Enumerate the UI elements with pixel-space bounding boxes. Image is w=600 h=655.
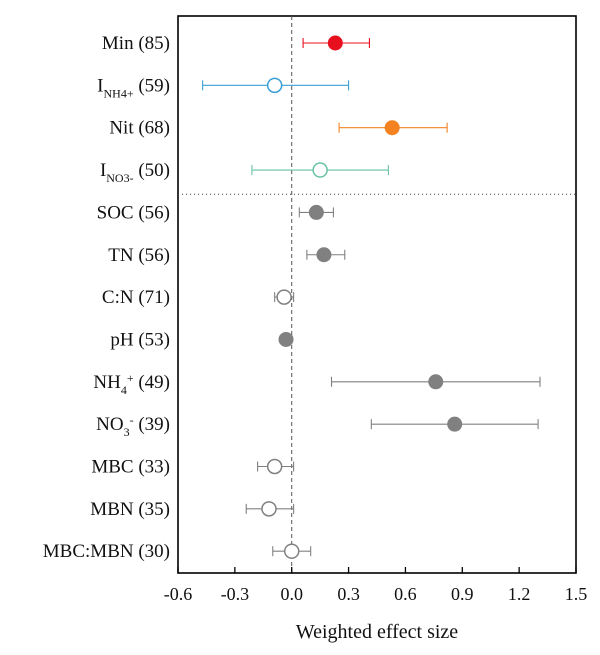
row-label: Min (85) <box>102 33 170 54</box>
row-label: INH4+ (59) <box>97 75 170 100</box>
effect-point <box>283 543 300 559</box>
effect-point <box>266 458 283 475</box>
effect-point <box>312 162 328 178</box>
row-label-main: Nit <box>109 118 134 139</box>
row-label-main: TN <box>108 245 134 266</box>
x-tick-label: 0.9 <box>451 584 474 604</box>
effect-point <box>384 120 400 136</box>
row-label-count: (68) <box>134 118 170 139</box>
row-label-main: C:N <box>102 287 134 308</box>
row-label-subscript: 3 <box>124 425 130 439</box>
row-label: TN (56) <box>108 245 170 266</box>
row-label-main: NH <box>93 372 121 393</box>
row-label-count: (59) <box>134 75 170 96</box>
row-labels: Min (85)INH4+ (59)Nit (68)INO3- (50)SOC … <box>43 33 170 562</box>
row-label-count: (56) <box>134 245 170 266</box>
effect-row <box>370 416 539 432</box>
x-tick-label: 0.6 <box>394 584 417 604</box>
data-rows <box>202 35 541 559</box>
row-label-subscript: 4 <box>121 383 127 397</box>
row-label: INO3- (50) <box>100 160 170 185</box>
row-label-subscript: NH4+ <box>103 86 133 100</box>
effect-point <box>266 77 283 94</box>
effect-row <box>278 331 294 347</box>
row-label-main: I <box>100 160 106 181</box>
effect-row <box>251 162 389 178</box>
effect-row <box>274 289 295 305</box>
row-label-count: (85) <box>134 33 170 54</box>
row-label-main: SOC <box>97 202 134 223</box>
row-label-main: NO <box>96 414 123 435</box>
row-label: C:N (71) <box>102 287 170 308</box>
row-label-count: (71) <box>134 287 170 308</box>
row-label: MBC:MBN (30) <box>43 541 170 562</box>
effect-row <box>202 77 350 94</box>
effect-row <box>302 35 370 51</box>
row-label-main: Min <box>102 33 134 54</box>
row-label: SOC (56) <box>97 202 170 223</box>
row-label-count: (35) <box>134 499 170 520</box>
row-label-count: (56) <box>134 202 170 223</box>
row-label: NO3- (39) <box>96 413 170 439</box>
effect-row <box>306 247 346 263</box>
row-label-main: MBN <box>90 499 134 520</box>
effect-point <box>447 416 463 432</box>
effect-point <box>278 331 294 347</box>
row-label: pH (53) <box>110 329 170 350</box>
row-label: Nit (68) <box>109 118 170 139</box>
row-label-count: (33) <box>134 457 170 478</box>
row-label-count: (50) <box>134 160 170 181</box>
row-label: MBC (33) <box>91 457 170 478</box>
x-tick-label: -0.3 <box>221 584 250 604</box>
row-label-main: MBC <box>91 457 133 478</box>
row-label-main: I <box>97 75 103 96</box>
row-label-main: pH <box>110 329 134 350</box>
row-label-count: (39) <box>134 414 170 435</box>
effect-row <box>338 120 448 136</box>
x-axis-title: Weighted effect size <box>296 621 459 643</box>
effect-point <box>276 289 292 305</box>
x-tick-label: 0.3 <box>337 584 360 604</box>
effect-point <box>316 247 332 263</box>
effect-point <box>308 204 324 220</box>
row-label-count: (53) <box>134 329 170 350</box>
row-label-subscript: NO3- <box>106 171 133 185</box>
effect-row <box>330 374 541 390</box>
row-label-superscript: - <box>130 413 134 427</box>
effect-row <box>245 501 295 517</box>
x-tick-label: 1.5 <box>565 584 588 604</box>
x-tick-label: -0.6 <box>164 584 193 604</box>
row-label-superscript: + <box>127 371 134 385</box>
row-label: MBN (35) <box>90 499 170 520</box>
row-label-count: (30) <box>134 541 170 562</box>
x-tick-label: 0.0 <box>280 584 303 604</box>
effect-row <box>272 543 312 559</box>
x-tick-label: 1.2 <box>508 584 531 604</box>
plot-frame <box>177 15 577 574</box>
effect-point <box>428 374 444 390</box>
effect-row <box>257 458 295 475</box>
x-axis-ticks: -0.6 -0.3 0.0 0.3 0.6 0.9 1.2 1.5 <box>164 567 588 604</box>
effect-row <box>298 204 334 220</box>
effect-point <box>261 501 277 517</box>
effect-point <box>327 35 343 51</box>
row-label-main: MBC:MBN <box>43 541 134 562</box>
row-label: NH4+ (49) <box>93 371 170 397</box>
row-label-count: (49) <box>134 372 170 393</box>
